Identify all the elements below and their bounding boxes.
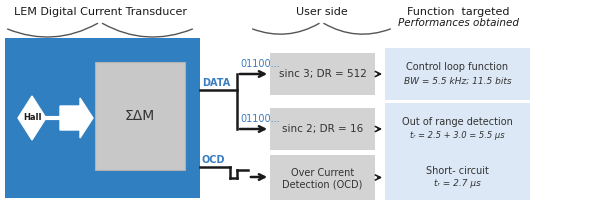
Text: OCD: OCD bbox=[202, 155, 226, 165]
Text: Performances obtained: Performances obtained bbox=[398, 18, 518, 28]
Text: 01100...: 01100... bbox=[240, 59, 280, 69]
Bar bbox=[95, 62, 185, 170]
Text: tᵣ = 2.7 μs: tᵣ = 2.7 μs bbox=[434, 179, 481, 188]
Polygon shape bbox=[18, 96, 46, 140]
Text: Function  targeted: Function targeted bbox=[407, 7, 509, 17]
Bar bbox=[5, 38, 200, 198]
Text: Short- circuit: Short- circuit bbox=[426, 167, 489, 176]
Text: BW = 5.5 kHz; 11.5 bits: BW = 5.5 kHz; 11.5 bits bbox=[404, 76, 511, 85]
Text: DATA: DATA bbox=[202, 78, 230, 88]
Text: Detection (OCD): Detection (OCD) bbox=[283, 180, 362, 189]
Text: 01100...: 01100... bbox=[240, 114, 280, 124]
Text: Over Current: Over Current bbox=[291, 168, 354, 177]
Text: User side: User side bbox=[296, 7, 348, 17]
Bar bbox=[270, 155, 375, 200]
Text: LEM Digital Current Transducer: LEM Digital Current Transducer bbox=[14, 7, 187, 17]
Text: Hall: Hall bbox=[23, 113, 41, 122]
Text: Control loop function: Control loop function bbox=[406, 62, 509, 72]
Text: sinc 2; DR = 16: sinc 2; DR = 16 bbox=[282, 124, 363, 134]
Bar bbox=[270, 53, 375, 95]
Bar bbox=[270, 108, 375, 150]
Bar bbox=[385, 48, 530, 100]
Text: Out of range detection: Out of range detection bbox=[402, 117, 513, 127]
Bar bbox=[385, 155, 530, 200]
Polygon shape bbox=[60, 98, 93, 138]
Text: sinc 3; DR = 512: sinc 3; DR = 512 bbox=[278, 69, 367, 79]
Bar bbox=[385, 103, 530, 155]
Text: ΣΔM: ΣΔM bbox=[125, 109, 155, 123]
Text: tᵣ = 2.5 + 3.0 = 5.5 μs: tᵣ = 2.5 + 3.0 = 5.5 μs bbox=[410, 131, 505, 140]
